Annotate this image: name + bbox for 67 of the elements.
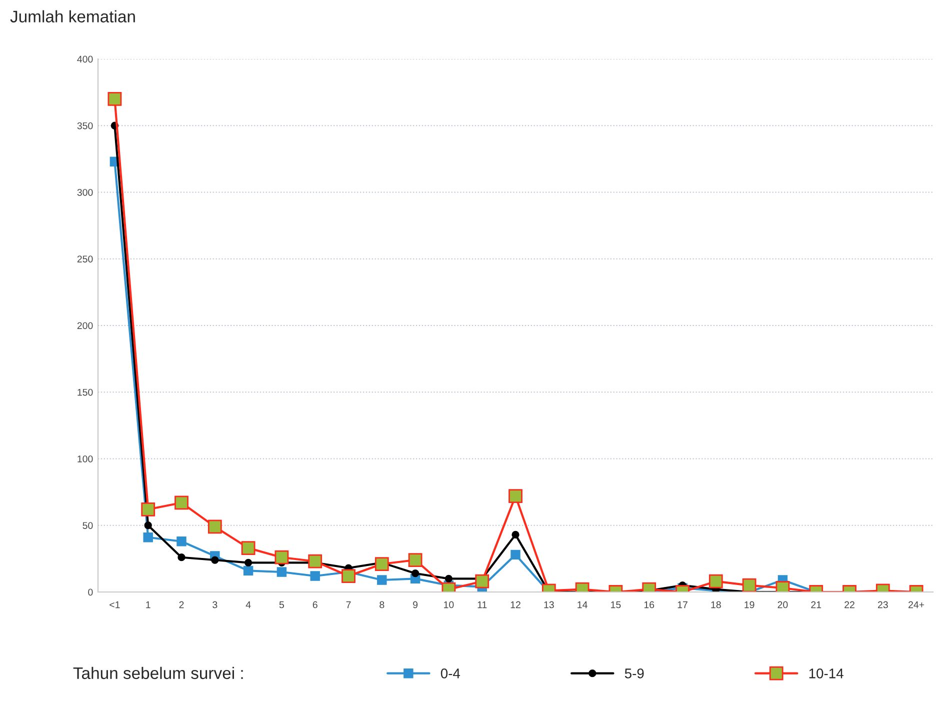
legend-label: 10-14 [809, 668, 844, 678]
point [508, 489, 522, 504]
point [176, 536, 186, 546]
x-tick-label: 5 [279, 601, 284, 608]
point [411, 570, 420, 578]
point [208, 520, 222, 534]
point [408, 553, 422, 567]
point [510, 550, 520, 560]
point [276, 567, 287, 577]
point [174, 496, 188, 510]
point [211, 556, 219, 564]
point [310, 571, 320, 581]
x-tick-label: 17 [678, 601, 688, 608]
x-tick-label: 23 [878, 601, 888, 608]
x-tick-label: 24+ [908, 601, 924, 608]
y-tick-label: 300 [77, 188, 93, 196]
point [244, 558, 252, 567]
point [144, 522, 152, 530]
x-tick-label: 14 [578, 601, 588, 608]
x-tick-label: 8 [380, 601, 384, 608]
y-axis-title: Jumlah kematian [10, 10, 135, 22]
x-tick-label: 10 [444, 601, 454, 608]
point [444, 574, 453, 582]
x-tick-label: 16 [644, 601, 654, 608]
x-tick-label: 9 [413, 601, 418, 608]
x-tick-label: 12 [510, 601, 520, 608]
x-tick-label: 1 [146, 601, 150, 608]
point [108, 92, 122, 106]
point [308, 554, 322, 568]
point [377, 575, 387, 585]
x-tick-label: 22 [844, 601, 854, 608]
x-tick-label: 18 [711, 601, 721, 608]
x-tick-label: 3 [212, 601, 218, 608]
x-tick-label: 6 [312, 601, 318, 608]
point [178, 554, 186, 562]
legend-label: 5-9 [624, 668, 644, 678]
point [143, 532, 153, 542]
legend-label: 0-4 [440, 668, 460, 678]
x-tick-label: 15 [611, 601, 621, 608]
x-tick-label: 20 [778, 601, 788, 608]
point [512, 530, 520, 539]
point [243, 566, 254, 576]
x-tick-label: 2 [179, 601, 184, 608]
y-tick-label: 350 [77, 122, 93, 130]
point [241, 541, 256, 555]
y-tick-label: 0 [88, 588, 93, 596]
y-tick-label: 250 [77, 256, 93, 262]
x-tick-label: 19 [744, 601, 754, 608]
point [475, 574, 490, 588]
point [141, 502, 156, 516]
x-tick-label: <1 [110, 601, 120, 608]
y-tick-label: 50 [82, 522, 93, 529]
y-tick-label: 150 [78, 388, 93, 396]
x-tick-label: 13 [544, 601, 554, 608]
y-tick-label: 200 [77, 322, 93, 330]
point [374, 557, 389, 571]
x-tick-label: 21 [811, 601, 822, 608]
point [342, 569, 356, 583]
point [742, 578, 756, 592]
point [708, 574, 723, 588]
x-tick-label: 7 [346, 601, 351, 608]
y-tick-label: 100 [78, 455, 93, 462]
x-tick-label: 11 [478, 601, 487, 608]
x-tick-label: 4 [246, 601, 251, 608]
y-tick-label: 400 [77, 56, 93, 63]
x-axis-title: Tahun sebelum survei : [73, 666, 243, 680]
point [274, 550, 289, 564]
